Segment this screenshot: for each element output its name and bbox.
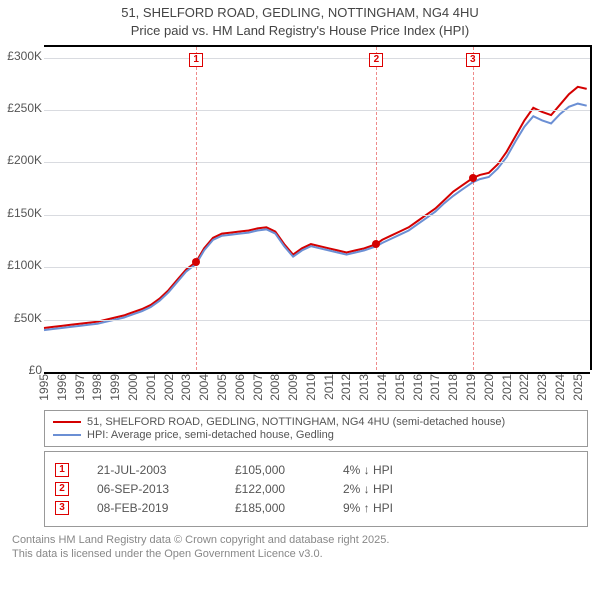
x-tick-label: 2017 — [428, 374, 442, 401]
legend-swatch — [53, 421, 81, 423]
marker-flag: 3 — [466, 53, 480, 67]
marker-line — [376, 47, 377, 370]
marker-date: 06-SEP-2013 — [97, 482, 207, 496]
legend-swatch — [53, 434, 81, 436]
marker-index: 2 — [55, 482, 69, 496]
x-tick-label: 2004 — [197, 374, 211, 401]
chart-plot: 123 £0£50K£100K£150K£200K£250K£300K19951… — [0, 39, 600, 404]
x-tick-label: 2006 — [233, 374, 247, 401]
x-tick-label: 1997 — [73, 374, 87, 401]
x-tick-label: 2016 — [411, 374, 425, 401]
x-tick-label: 1995 — [37, 374, 51, 401]
x-tick-label: 2005 — [215, 374, 229, 401]
x-tick-label: 2018 — [446, 374, 460, 401]
title-line-1: 51, SHELFORD ROAD, GEDLING, NOTTINGHAM, … — [0, 4, 600, 22]
x-tick-label: 2025 — [571, 374, 585, 401]
gridline — [44, 58, 590, 59]
x-tick-label: 2003 — [179, 374, 193, 401]
marker-date: 21-JUL-2003 — [97, 463, 207, 477]
gridline — [44, 110, 590, 111]
marker-table-row: 2 06-SEP-2013 £122,000 2% ↓ HPI — [55, 482, 577, 496]
title-line-2: Price paid vs. HM Land Registry's House … — [0, 22, 600, 40]
x-tick-label: 2011 — [322, 374, 336, 400]
footer-line-2: This data is licensed under the Open Gov… — [12, 547, 588, 561]
x-tick-label: 2014 — [375, 374, 389, 401]
x-tick-label: 2023 — [535, 374, 549, 401]
marker-table-row: 1 21-JUL-2003 £105,000 4% ↓ HPI — [55, 463, 577, 477]
x-tick-label: 2007 — [251, 374, 265, 401]
series-price_paid — [44, 87, 587, 328]
gridline — [44, 320, 590, 321]
y-tick-label: £250K — [7, 101, 42, 115]
x-tick-label: 2010 — [304, 374, 318, 401]
marker-dot — [192, 258, 200, 266]
gridline — [44, 215, 590, 216]
marker-dot — [469, 174, 477, 182]
y-tick-label: £100K — [7, 258, 42, 272]
x-tick-label: 2020 — [482, 374, 496, 401]
gridline — [44, 267, 590, 268]
y-tick-label: £50K — [14, 311, 42, 325]
x-tick-label: 2015 — [393, 374, 407, 401]
marker-dot — [372, 240, 380, 248]
x-tick-label: 2024 — [553, 374, 567, 401]
marker-table-row: 3 08-FEB-2019 £185,000 9% ↑ HPI — [55, 501, 577, 515]
y-tick-label: £300K — [7, 49, 42, 63]
footer: Contains HM Land Registry data © Crown c… — [12, 533, 588, 562]
x-tick-label: 2012 — [339, 374, 353, 401]
marker-pct: 4% ↓ HPI — [343, 463, 443, 477]
x-tick-label: 2008 — [268, 374, 282, 401]
marker-price: £105,000 — [235, 463, 315, 477]
marker-index: 1 — [55, 463, 69, 477]
marker-table: 1 21-JUL-2003 £105,000 4% ↓ HPI 2 06-SEP-2013… — [44, 451, 588, 527]
x-tick-label: 2021 — [500, 374, 514, 401]
legend: 51, SHELFORD ROAD, GEDLING, NOTTINGHAM, … — [44, 410, 588, 447]
gridline — [44, 162, 590, 163]
legend-label: HPI: Average price, semi-detached house,… — [87, 429, 334, 441]
y-tick-label: £200K — [7, 153, 42, 167]
x-tick-label: 2022 — [517, 374, 531, 401]
marker-date: 08-FEB-2019 — [97, 501, 207, 515]
x-tick-label: 1998 — [90, 374, 104, 401]
chart-title: 51, SHELFORD ROAD, GEDLING, NOTTINGHAM, … — [0, 0, 600, 39]
footer-line-1: Contains HM Land Registry data © Crown c… — [12, 533, 588, 547]
x-tick-label: 2013 — [357, 374, 371, 401]
x-tick-label: 2002 — [162, 374, 176, 401]
plot-area: 1 2 3 — [44, 45, 592, 370]
x-tick-label: 2000 — [126, 374, 140, 401]
series-hpi — [44, 104, 587, 331]
legend-label: 51, SHELFORD ROAD, GEDLING, NOTTINGHAM, … — [87, 416, 505, 428]
x-tick-label: 2019 — [464, 374, 478, 401]
marker-pct: 2% ↓ HPI — [343, 482, 443, 496]
y-tick-label: £150K — [7, 206, 42, 220]
marker-price: £185,000 — [235, 501, 315, 515]
marker-line — [473, 47, 474, 370]
x-tick-label: 2001 — [144, 374, 158, 401]
x-tick-label: 1999 — [108, 374, 122, 401]
legend-row: HPI: Average price, semi-detached house,… — [53, 429, 579, 441]
x-tick-label: 1996 — [55, 374, 69, 401]
legend-row: 51, SHELFORD ROAD, GEDLING, NOTTINGHAM, … — [53, 416, 579, 428]
marker-line — [196, 47, 197, 370]
marker-pct: 9% ↑ HPI — [343, 501, 443, 515]
marker-price: £122,000 — [235, 482, 315, 496]
series-svg — [44, 47, 590, 370]
marker-index: 3 — [55, 501, 69, 515]
marker-flag: 1 — [189, 53, 203, 67]
x-tick-label: 2009 — [286, 374, 300, 401]
marker-flag: 2 — [369, 53, 383, 67]
